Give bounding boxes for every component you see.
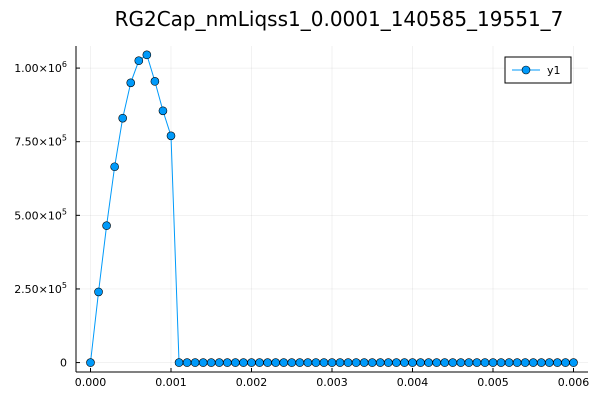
data-point [561, 358, 570, 367]
data-point [279, 358, 288, 367]
data-point [223, 358, 232, 367]
data-point [464, 358, 474, 367]
data-point [520, 358, 530, 367]
data-point [102, 221, 111, 230]
data-point [303, 358, 313, 367]
data-point [110, 162, 119, 172]
data-point [239, 358, 248, 367]
data-point [448, 358, 458, 367]
data-point [134, 56, 144, 66]
x-tick-label: 0.002 [236, 376, 268, 389]
data-point [472, 358, 482, 367]
y-tick-label: 0 [60, 357, 67, 370]
data-point [198, 358, 208, 367]
y-tick-exponent: 5 [62, 281, 67, 290]
data-point [295, 358, 305, 367]
data-point [424, 358, 433, 367]
data-point [118, 113, 127, 123]
data-point [206, 358, 216, 367]
y-tick-mantissa: 1.00×10 [14, 62, 62, 75]
y-tick-exponent: 5 [62, 134, 67, 143]
data-point [528, 358, 538, 367]
data-point [287, 358, 297, 367]
plot-frame [75, 46, 588, 373]
data-point [392, 358, 401, 367]
legend-marker [521, 65, 531, 75]
data-point [263, 358, 272, 367]
series-group [86, 50, 578, 367]
data-point [311, 358, 321, 367]
data-point [214, 358, 224, 367]
data-point [174, 358, 184, 367]
x-tick-label: 0.003 [316, 376, 348, 389]
data-point [367, 358, 377, 367]
data-point [247, 358, 256, 367]
y-tick-mantissa: 7.50×10 [14, 136, 62, 149]
data-point [142, 50, 152, 60]
data-point [94, 287, 103, 297]
data-point [319, 358, 329, 367]
data-point [327, 358, 337, 367]
x-tick-label: 0.004 [397, 376, 429, 389]
data-point [488, 358, 498, 367]
y-tick-mantissa: 2.50×10 [14, 283, 62, 296]
x-tick-label: 0.001 [155, 376, 187, 389]
data-point [150, 77, 160, 86]
data-point [504, 358, 514, 367]
data-point [255, 358, 264, 367]
x-tick-label: 0.006 [558, 376, 590, 389]
data-point [351, 358, 361, 367]
x-tick-label: 0.005 [477, 376, 509, 389]
data-point [376, 358, 385, 367]
legend: y1 [504, 56, 572, 84]
data-point [182, 358, 192, 367]
data-point [400, 358, 409, 367]
data-point [271, 358, 280, 367]
legend-box [504, 56, 572, 84]
data-point [545, 358, 554, 367]
y-tick-exponent: 5 [62, 207, 67, 216]
data-point [496, 358, 506, 367]
data-point [480, 358, 490, 367]
y-tick-label: 2.50×105 [14, 281, 67, 296]
y-tick-mantissa: 5.00×10 [14, 209, 62, 222]
y-tick-label: 1.00×106 [14, 60, 67, 75]
x-tick-label: 0.000 [75, 376, 107, 389]
x-tick-labels: 0.000 0.001 0.002 0.003 0.004 0.005 0.006 [75, 376, 590, 389]
y-tick-mantissa: 0 [60, 357, 67, 370]
data-point [86, 358, 95, 367]
data-point [569, 358, 578, 367]
data-point [359, 358, 369, 367]
data-point [384, 358, 393, 367]
legend-label: y1 [547, 64, 561, 77]
chart-title: RG2Cap_nmLiqss1_0.0001_140585_19551_7 [115, 7, 564, 31]
data-point [512, 358, 522, 367]
data-point [416, 358, 425, 367]
data-point [158, 106, 168, 116]
data-point [231, 358, 240, 367]
data-point [440, 358, 450, 367]
y-tick-exponent: 6 [62, 60, 67, 69]
data-point [537, 358, 546, 367]
data-point [190, 358, 200, 367]
data-point [456, 358, 466, 367]
y-tick-label: 5.00×105 [14, 207, 67, 222]
data-point [166, 131, 176, 141]
data-point [335, 358, 345, 367]
data-point [408, 358, 417, 367]
data-point [432, 358, 441, 367]
grid [76, 46, 588, 372]
y-tick-label: 7.50×105 [14, 134, 67, 149]
data-point [343, 358, 353, 367]
data-point [553, 358, 562, 367]
data-point [126, 78, 136, 88]
